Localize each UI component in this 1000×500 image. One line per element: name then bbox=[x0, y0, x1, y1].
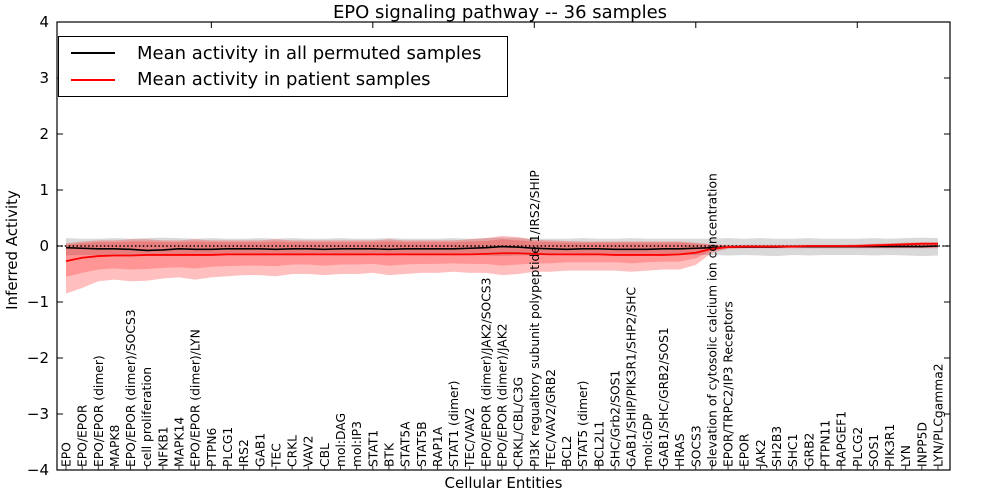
y-tick-label: −3 bbox=[27, 405, 49, 423]
legend-item-permuted: Mean activity in all permuted samples bbox=[71, 43, 507, 64]
y-tick-label: −4 bbox=[27, 461, 49, 479]
x-tick-label: NFKB1 bbox=[156, 426, 170, 467]
x-tick-label: EPOR/TRPC2/IP3 Receptors bbox=[722, 301, 736, 467]
x-tick-label: HRAS bbox=[673, 433, 687, 467]
x-tick-label: INPP5D bbox=[915, 422, 929, 467]
y-tick-label: 4 bbox=[39, 13, 49, 31]
x-axis-label: Cellular Entities bbox=[444, 474, 563, 492]
legend-box: Mean activity in all permuted samples Me… bbox=[58, 36, 508, 97]
y-axis-label: Inferred Activity bbox=[3, 190, 21, 310]
x-tick-label: LYN bbox=[899, 445, 913, 467]
x-tick-label: RAP1A bbox=[431, 426, 445, 467]
x-tick-label: TEC/VAV2 bbox=[463, 407, 477, 468]
y-tick-label: 0 bbox=[39, 237, 49, 255]
x-tick-label: PLCG1 bbox=[221, 427, 235, 467]
x-tick-label: STAT5 (dimer) bbox=[576, 381, 590, 467]
x-tick-label: STAT1 bbox=[366, 430, 380, 467]
x-tick-label: elevation of cytosolic calcium ion conce… bbox=[705, 173, 719, 467]
legend-label-patient: Mean activity in patient samples bbox=[137, 69, 431, 91]
x-tick-label: EPO/EPOR bbox=[76, 404, 90, 467]
x-tick-label: GRB2 bbox=[802, 433, 816, 467]
y-tick-label: 2 bbox=[39, 125, 49, 143]
x-tick-label: GAB1/SHIP/PIK3R1/SHP2/SHC bbox=[625, 287, 639, 467]
x-tick-label: IRS2 bbox=[237, 439, 251, 467]
y-tick-label: −2 bbox=[27, 349, 49, 367]
y-tick-label: 3 bbox=[39, 69, 49, 87]
x-tick-label: GAB1 bbox=[253, 433, 267, 467]
permuted-line-swatch bbox=[71, 52, 115, 55]
x-tick-label: PTPN11 bbox=[818, 420, 832, 467]
x-tick-label: JAK2 bbox=[754, 439, 768, 468]
x-tick-label: CBL bbox=[318, 443, 332, 467]
x-tick-label: GAB1/SHC/GRB2/SOS1 bbox=[657, 327, 671, 467]
x-tick-label: mol:IP3 bbox=[350, 421, 364, 467]
patient-mean-line bbox=[65, 242, 938, 263]
x-tick-label: SOS1 bbox=[867, 434, 881, 467]
legend-label-permuted: Mean activity in all permuted samples bbox=[137, 42, 482, 64]
y-tick-label: 1 bbox=[39, 181, 49, 199]
x-tick-label: SOCS3 bbox=[689, 425, 703, 467]
x-tick-label: SHC1 bbox=[786, 434, 800, 467]
x-tick-label: PI3K regualtory subunit polypeptide 1/IR… bbox=[528, 170, 542, 467]
x-tick-label: STAT5B bbox=[415, 421, 429, 467]
x-tick-label: CRKL bbox=[286, 435, 300, 467]
x-tick-label: EPO/EPOR (dimer)/JAK2/SOCS3 bbox=[479, 278, 493, 467]
x-tick-label: STAT1 (dimer) bbox=[447, 381, 461, 467]
x-tick-label: PLCG2 bbox=[851, 427, 865, 467]
x-tick-label: EPO bbox=[60, 442, 74, 467]
chart-title: EPO signaling pathway -- 36 samples bbox=[332, 2, 668, 23]
patient-line-swatch bbox=[71, 78, 115, 81]
x-tick-label: EPO/EPOR (dimer)/LYN bbox=[189, 329, 203, 467]
legend-item-patient: Mean activity in patient samples bbox=[71, 69, 507, 90]
x-tick-label: cell proliferation bbox=[140, 367, 154, 467]
x-tick-label: TEC/VAV2/GRB2 bbox=[544, 369, 558, 468]
x-tick-label: BCL2L1 bbox=[592, 421, 606, 467]
y-tick-label: −1 bbox=[27, 293, 49, 311]
x-tick-label: BCL2 bbox=[560, 436, 574, 467]
x-tick-label: RAPGEF1 bbox=[835, 411, 849, 467]
x-tick-label: PIK3R1 bbox=[883, 424, 897, 467]
x-tick-label: MAPK14 bbox=[173, 417, 187, 467]
x-tick-label: EPO/EPOR (dimer) bbox=[92, 355, 106, 467]
patient-outer-band bbox=[66, 235, 938, 294]
x-tick-label: EPO/EPOR (dimer)/JAK2 bbox=[496, 323, 510, 467]
x-tick-label: MAPK8 bbox=[108, 425, 122, 467]
x-tick-label: BTK bbox=[382, 442, 396, 467]
x-tick-label: STAT5A bbox=[399, 421, 413, 467]
x-tick-label: CRKL/CBL/C3G bbox=[512, 377, 526, 467]
x-tick-label: EPOR bbox=[738, 433, 752, 467]
x-tick-label: SHC/Grb2/SOS1 bbox=[609, 370, 623, 467]
x-tick-label: PTPN6 bbox=[205, 427, 219, 467]
x-tick-label: TEC bbox=[269, 443, 283, 468]
x-tick-label: mol:GDP bbox=[641, 414, 655, 467]
x-tick-label: SH2B3 bbox=[770, 426, 784, 467]
x-tick-label: EPO/EPOR (dimer)/SOCS3 bbox=[124, 309, 138, 467]
x-tick-label: LYN/PLCgamma2 bbox=[932, 363, 946, 467]
x-tick-label: mol:DAG bbox=[334, 413, 348, 467]
x-tick-label: VAV2 bbox=[302, 436, 316, 468]
